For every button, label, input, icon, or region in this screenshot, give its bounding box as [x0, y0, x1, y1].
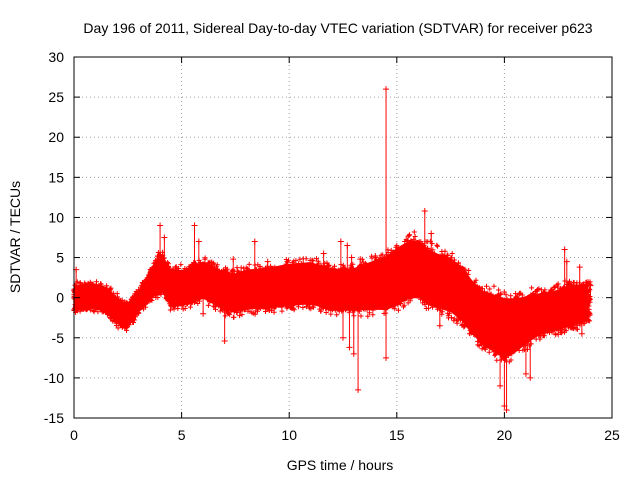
y-tick-label: 5	[56, 250, 64, 266]
data-point	[421, 208, 428, 215]
y-tick-label: 30	[48, 49, 64, 65]
data-point	[344, 242, 351, 249]
x-tick-label: 5	[178, 427, 186, 443]
data-point	[348, 254, 355, 261]
data-point	[221, 337, 228, 344]
data-point	[576, 264, 583, 271]
y-tick-label: 25	[48, 89, 64, 105]
y-tick-label: -5	[52, 330, 65, 346]
data-point	[563, 258, 570, 265]
tick-labels: 0 5 10 15 20 25 -15 -10 -5 0 5 10 15 20 25 30	[44, 49, 620, 443]
data-point	[340, 334, 346, 341]
data-point	[548, 306, 555, 313]
data-points	[71, 86, 594, 413]
data-point	[350, 350, 357, 357]
y-tick-label: -15	[44, 410, 64, 426]
x-tick-label: 0	[70, 427, 78, 443]
data-point	[497, 382, 504, 389]
data-point	[200, 310, 207, 317]
data-point	[337, 238, 344, 245]
data-point	[436, 322, 443, 329]
data-point	[191, 222, 198, 229]
data-point	[428, 230, 435, 237]
x-axis-label: GPS time / hours	[287, 457, 394, 473]
data-band-core	[74, 239, 589, 359]
data-point	[561, 246, 568, 253]
y-tick-label: 0	[56, 290, 64, 306]
data-point	[372, 252, 379, 259]
data-point	[503, 406, 510, 413]
y-tick-label: -10	[44, 370, 64, 386]
data-point	[587, 282, 594, 289]
y-tick-label: 10	[48, 209, 64, 225]
data-point	[383, 354, 390, 361]
axes	[73, 56, 613, 419]
data-point	[161, 234, 168, 241]
data-point	[527, 374, 534, 381]
x-tick-label: 20	[497, 427, 513, 443]
data-point	[157, 222, 164, 229]
y-tick-label: 15	[48, 169, 64, 185]
x-tick-label: 25	[604, 427, 620, 443]
y-axis-label: SDTVAR / TECUs	[7, 181, 23, 293]
x-tick-label: 15	[389, 427, 405, 443]
y-tick-label: 20	[48, 129, 64, 145]
data-point	[383, 86, 390, 93]
data-point	[320, 250, 327, 257]
x-tick-label: 10	[281, 427, 297, 443]
data-point	[251, 238, 258, 245]
data-point	[264, 258, 271, 265]
data-point	[355, 386, 362, 393]
data-point	[195, 238, 202, 245]
chart-title: Day 196 of 2011, Sidereal Day-to-day VTE…	[83, 20, 592, 36]
data-point	[230, 256, 237, 263]
data-point	[346, 344, 353, 351]
data-point	[522, 370, 529, 377]
data-point	[357, 256, 364, 263]
data-point	[578, 330, 585, 337]
plot-frame	[73, 56, 613, 419]
